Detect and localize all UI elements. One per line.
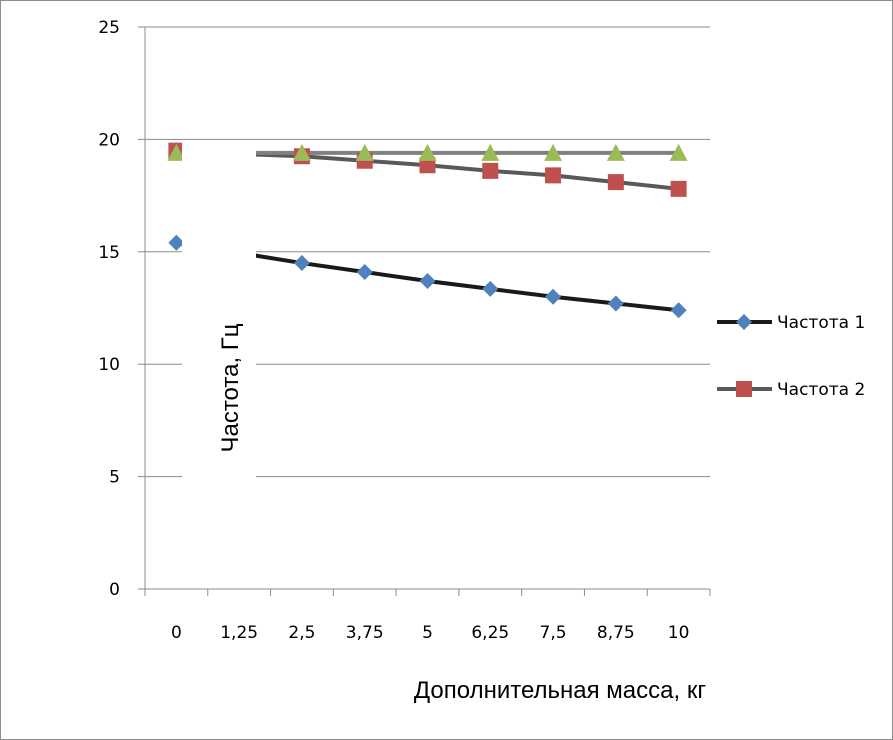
legend-marker-2 (736, 381, 752, 397)
x-tick-label: 7,5 (540, 623, 567, 643)
data-point-series-3 (606, 143, 625, 161)
data-point-series-3 (669, 143, 688, 161)
legend-label-1: Частота 1 (777, 313, 865, 333)
y-tick-labels: 0 5 10 15 20 25 (98, 18, 120, 600)
data-point-series-3 (167, 143, 186, 161)
y-tick-label: 15 (98, 243, 120, 263)
x-tick-label: 5 (422, 623, 433, 643)
legend-marker-1 (736, 314, 752, 330)
data-point-series-3 (481, 143, 500, 161)
y-tick-label: 10 (98, 355, 120, 375)
data-point-series-1 (293, 255, 310, 272)
y-tick-label: 20 (98, 130, 120, 150)
y-tick-label: 5 (109, 468, 120, 488)
data-point-series-1 (168, 234, 185, 251)
data-point-series-1 (419, 273, 436, 290)
x-tick-label: 1,25 (220, 623, 258, 643)
x-tick-labels: 0 1,25 2,5 3,75 5 6,25 7,5 8,75 10 (171, 623, 689, 643)
data-point-series-3 (544, 143, 563, 161)
data-point-series-3 (355, 143, 374, 161)
legend: Частота 1 Частота 2 (717, 313, 865, 400)
x-tick-label: 8,75 (597, 623, 635, 643)
y-tick-label: 25 (98, 18, 120, 38)
x-tick-label: 3,75 (346, 623, 384, 643)
data-point-series-2 (607, 174, 624, 191)
data-point-series-1 (670, 302, 687, 319)
data-point-series-2 (670, 180, 687, 197)
x-tick-label: 2,5 (288, 623, 315, 643)
data-point-series-1 (356, 264, 373, 281)
x-tick-label: 10 (668, 623, 690, 643)
data-point-series-3 (418, 143, 437, 161)
data-point-series-2 (545, 167, 562, 184)
y-axis-title: Частота, Гц (217, 323, 244, 452)
y-tick-label: 0 (109, 580, 120, 600)
data-point-series-1 (607, 295, 624, 312)
x-tick-label: 6,25 (471, 623, 509, 643)
data-point-series-1 (545, 288, 562, 305)
axes (138, 26, 711, 596)
x-tick-label: 0 (171, 623, 182, 643)
data-point-series-2 (419, 157, 436, 174)
y-label-background (182, 140, 256, 485)
legend-label-2: Частота 2 (777, 380, 865, 400)
series-markers (167, 142, 688, 319)
data-point-series-3 (292, 143, 311, 161)
data-point-series-2 (482, 162, 499, 179)
x-axis-title: Дополнительная масса, кг (414, 677, 706, 704)
data-point-series-1 (482, 280, 499, 297)
